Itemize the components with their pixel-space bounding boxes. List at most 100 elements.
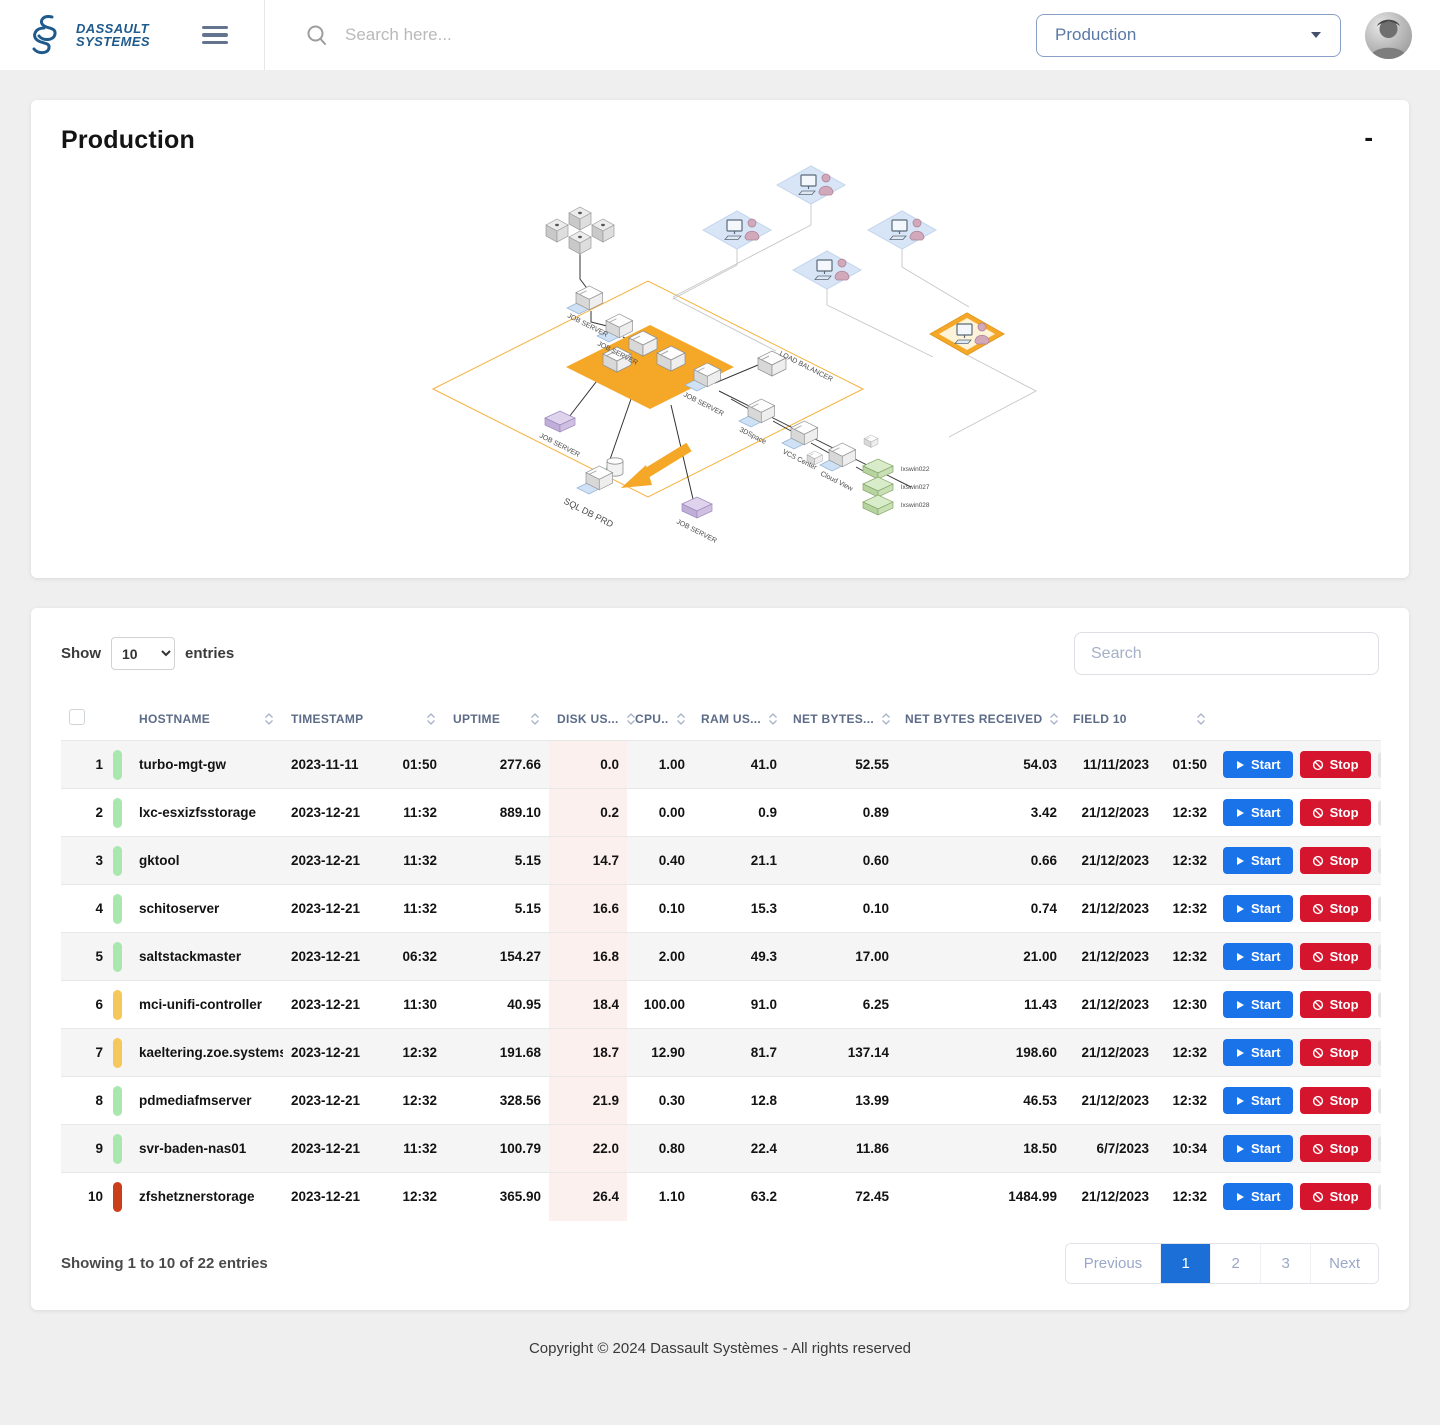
table-row: 6 mci-unifi-controller 2023-12-21 11:30 … — [61, 980, 1382, 1029]
net-bytes-received-cell: 46.53 — [897, 1076, 1066, 1125]
ban-icon — [1312, 855, 1323, 866]
play-icon — [1237, 1000, 1245, 1009]
column-header-hostname[interactable]: HOSTNAME — [131, 697, 283, 741]
small-appliance-icon — [863, 434, 879, 448]
start-button[interactable]: Start — [1223, 943, 1293, 970]
logo-text-line1: DASSAULT — [76, 21, 150, 36]
column-header-cpu[interactable]: CPU.. — [627, 697, 693, 741]
stop-button[interactable]: Stop — [1299, 895, 1371, 922]
stop-button[interactable]: Stop — [1299, 1135, 1371, 1162]
sort-icon[interactable] — [263, 712, 275, 726]
global-search-input[interactable] — [343, 24, 763, 46]
uptime-cell: 889.10 — [445, 788, 550, 837]
menu-hamburger-icon[interactable] — [198, 22, 232, 48]
column-header-disk[interactable]: DISK US... — [549, 697, 635, 741]
play-icon — [1237, 1096, 1245, 1105]
production-card: Production - — [31, 100, 1409, 578]
hostname-cell: lxc-esxizfsstorage — [131, 788, 283, 837]
stop-button[interactable]: Stop — [1299, 1087, 1371, 1114]
stop-button[interactable]: Stop — [1299, 1039, 1371, 1066]
collapse-card-button[interactable]: - — [1358, 124, 1379, 150]
select-all-checkbox[interactable] — [69, 709, 85, 725]
start-button[interactable]: Start — [1223, 847, 1293, 874]
pagination-page-1[interactable]: 1 — [1160, 1243, 1211, 1283]
servers-table: HOSTNAME TIMESTAMP UPTIME DISK US... CPU… — [61, 697, 1382, 1221]
field10-date-cell: 21/12/2023 — [1065, 932, 1158, 981]
disk-usage-cell: 22.0 — [549, 1124, 628, 1173]
avatar[interactable] — [1365, 11, 1412, 59]
start-button[interactable]: Start — [1223, 895, 1293, 922]
table-search-input[interactable] — [1074, 632, 1379, 675]
row-menu-kebab-icon[interactable] — [1377, 1135, 1382, 1162]
pagination-page-2[interactable]: 2 — [1210, 1243, 1261, 1283]
net-bytes-sent-cell: 17.00 — [785, 932, 898, 981]
environment-dropdown[interactable]: Production — [1036, 13, 1341, 57]
start-button[interactable]: Start — [1223, 751, 1293, 778]
stop-button[interactable]: Stop — [1299, 799, 1371, 826]
ban-icon — [1312, 759, 1323, 770]
pagination-previous[interactable]: Previous — [1065, 1243, 1161, 1283]
timestamp-time-cell: 12:32 — [387, 1076, 446, 1125]
sort-icon[interactable] — [675, 712, 687, 726]
start-button[interactable]: Start — [1223, 799, 1293, 826]
column-header-net-received[interactable]: NET BYTES RECEIVED — [897, 697, 1065, 741]
row-menu-kebab-icon[interactable] — [1377, 895, 1382, 922]
timestamp-date-cell: 2023-12-21 — [283, 1028, 387, 1077]
page-size-select[interactable]: 10 — [111, 637, 175, 670]
column-header-timestamp[interactable]: TIMESTAMP — [283, 697, 445, 741]
column-header-uptime[interactable]: UPTIME — [445, 697, 549, 741]
stop-button[interactable]: Stop — [1299, 751, 1371, 778]
row-menu-kebab-icon[interactable] — [1377, 1039, 1382, 1066]
hostname-cell: zfshetznerstorage — [131, 1172, 283, 1221]
row-menu-kebab-icon[interactable] — [1377, 991, 1382, 1018]
row-menu-kebab-icon[interactable] — [1377, 751, 1382, 778]
start-button[interactable]: Start — [1223, 1039, 1293, 1066]
row-menu-kebab-icon[interactable] — [1377, 1183, 1382, 1210]
sort-icon[interactable] — [1048, 712, 1060, 726]
pagination-page-3[interactable]: 3 — [1260, 1243, 1311, 1283]
disk-usage-cell: 0.2 — [549, 788, 628, 837]
start-button[interactable]: Start — [1223, 1183, 1293, 1211]
disk-usage-cell: 14.7 — [549, 836, 628, 885]
status-indicator — [113, 989, 122, 1020]
row-menu-kebab-icon[interactable] — [1377, 943, 1382, 970]
sort-icon[interactable] — [767, 712, 779, 726]
cpu-cell: 0.30 — [627, 1076, 694, 1125]
sort-icon[interactable] — [625, 712, 637, 726]
sort-icon[interactable] — [529, 712, 541, 726]
uptime-cell: 5.15 — [445, 884, 550, 933]
field10-time-cell: 12:32 — [1157, 932, 1216, 981]
row-menu-kebab-icon[interactable] — [1377, 847, 1382, 874]
sort-icon[interactable] — [880, 712, 892, 726]
select-all-header[interactable] — [61, 697, 131, 741]
stop-button[interactable]: Stop — [1299, 1183, 1371, 1211]
field10-date-cell: 21/12/2023 — [1065, 836, 1158, 885]
stop-button[interactable]: Stop — [1299, 847, 1371, 874]
sort-icon[interactable] — [425, 712, 437, 726]
net-bytes-received-cell: 0.74 — [897, 884, 1066, 933]
stop-button[interactable]: Stop — [1299, 991, 1371, 1018]
row-menu-kebab-icon[interactable] — [1377, 799, 1382, 826]
column-header-net-sent[interactable]: NET BYTES... — [785, 697, 897, 741]
start-button[interactable]: Start — [1223, 1087, 1293, 1114]
column-header-field10[interactable]: FIELD 10 — [1065, 697, 1215, 741]
column-header-ram[interactable]: RAM US... — [693, 697, 785, 741]
start-button[interactable]: Start — [1223, 991, 1293, 1018]
table-row: 2 lxc-esxizfsstorage 2023-12-21 11:32 88… — [61, 788, 1382, 837]
table-row: 5 saltstackmaster 2023-12-21 06:32 154.2… — [61, 932, 1382, 981]
row-index: 2 — [61, 788, 105, 837]
timestamp-date-cell: 2023-11-11 — [283, 740, 387, 789]
stop-button[interactable]: Stop — [1299, 943, 1371, 970]
sort-icon[interactable] — [1195, 712, 1207, 726]
disk-usage-cell: 18.4 — [549, 980, 628, 1029]
start-button[interactable]: Start — [1223, 1135, 1293, 1162]
field10-date-cell: 21/12/2023 — [1065, 1076, 1158, 1125]
row-menu-kebab-icon[interactable] — [1377, 1087, 1382, 1114]
dassault-systemes-logo: DASSAULT SYSTEMES — [30, 14, 150, 56]
timestamp-date-cell: 2023-12-21 — [283, 1172, 387, 1221]
timestamp-date-cell: 2023-12-21 — [283, 980, 387, 1029]
table-row: 9 svr-baden-nas01 2023-12-21 11:32 100.7… — [61, 1124, 1382, 1173]
ban-icon — [1312, 1143, 1323, 1154]
pagination-next[interactable]: Next — [1310, 1243, 1378, 1283]
hostname-cell: kaeltering.zoe.systems — [131, 1028, 283, 1077]
